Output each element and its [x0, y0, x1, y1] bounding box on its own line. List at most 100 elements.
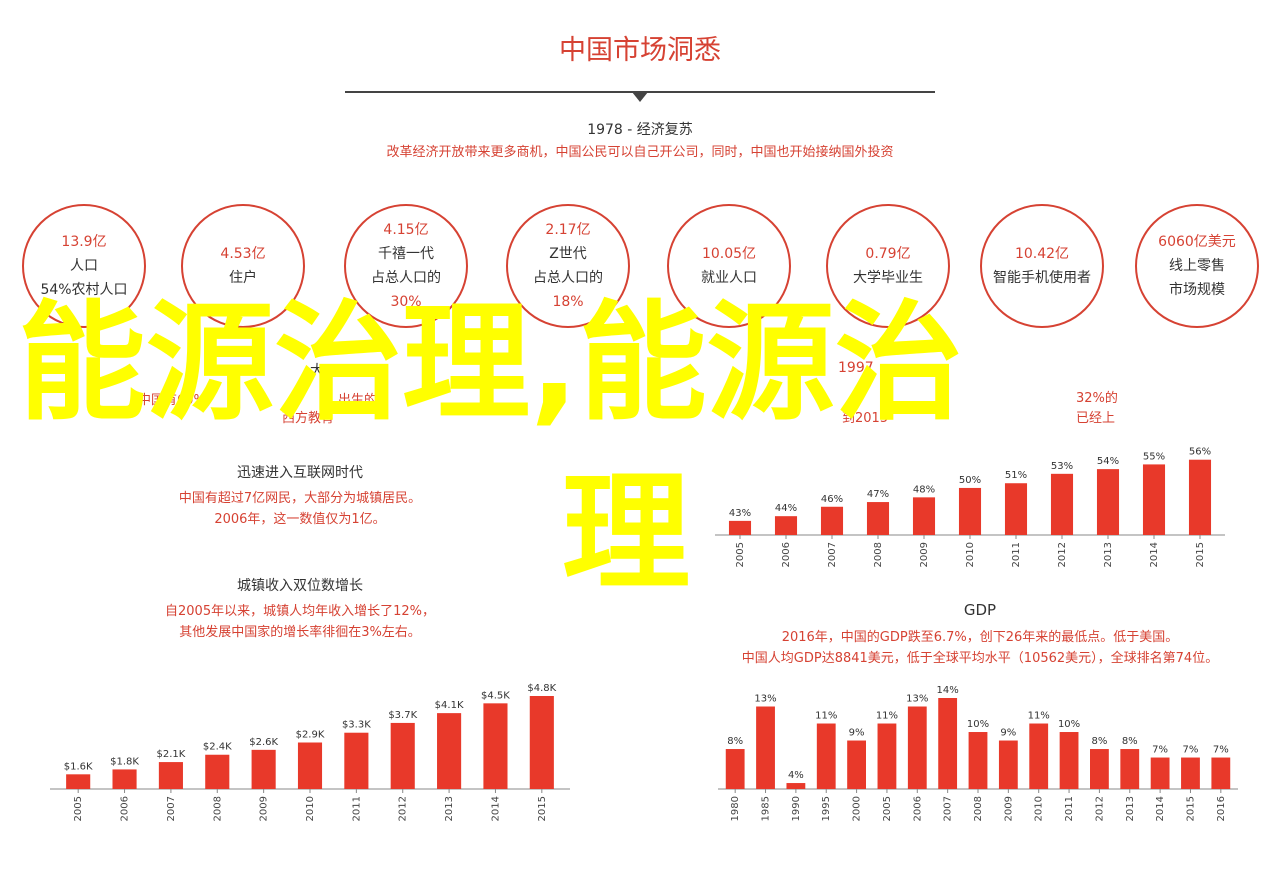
section-1978-heading: 1978 - 经济复苏: [587, 122, 693, 138]
x-tick-label: 2009: [919, 542, 930, 567]
section-1978: 1978 - 经济复苏 改革经济开放带来更多商机，中国公民可以自己开公司，同时，…: [0, 119, 1280, 163]
stat-label: 线上零售: [1169, 258, 1225, 274]
stat-label: 大学毕业生: [853, 270, 923, 286]
x-tick-label: 2000: [852, 796, 863, 821]
data-label: 7%: [1183, 745, 1199, 756]
bar: [1050, 473, 1074, 535]
x-tick-label: 2006: [912, 796, 923, 821]
data-label: 9%: [1000, 728, 1016, 739]
internet-bar-chart: 43% 2005 44% 2006 46% 2007 47% 2008 48% 2009 50% 20…: [715, 447, 1225, 567]
data-label: $3.3K: [342, 720, 371, 731]
section-internet-text-1: 中国有超过7亿网民，大部分为城镇居民。: [178, 491, 422, 506]
data-label: 46%: [821, 494, 843, 505]
stat-value: 0.79亿: [865, 246, 911, 262]
section-gdp: GDP 2016年，中国的GDP跌至6.7%，创下26年来的最低点。低于美国。 …: [700, 601, 1260, 669]
data-label: $4.5K: [481, 690, 510, 701]
bar: [205, 754, 230, 789]
x-tick-label: 2007: [943, 796, 954, 821]
stat-value: 6060亿美元: [1158, 234, 1236, 250]
x-tick-label: 2011: [1064, 796, 1075, 821]
data-label: $1.6K: [64, 761, 93, 772]
x-tick-label: 2013: [1125, 796, 1136, 821]
data-label: 10%: [1058, 719, 1080, 730]
bar: [297, 742, 323, 789]
gdp-bar-chart: 8% 1980 13% 1985 4% 1990 11% 1995 9% 2000 11% 2005 1…: [718, 685, 1238, 821]
bar: [968, 732, 988, 789]
stat-label: 智能手机使用者: [993, 270, 1091, 286]
x-tick-label: 2016: [1216, 796, 1227, 821]
bar: [437, 713, 462, 789]
stat-value: 4.53亿: [220, 246, 266, 262]
data-label: 7%: [1213, 745, 1229, 756]
section-income-text-1: 自2005年以来，城镇人均年收入增长了12%，: [165, 604, 435, 619]
x-tick-label: 1985: [761, 796, 772, 821]
x-tick-label: 2012: [1094, 796, 1105, 821]
stat-circle-online-retail: 6060亿美元 线上零售 市场规模: [1135, 204, 1259, 328]
section-gdp-heading: GDP: [963, 601, 997, 619]
bar: [877, 723, 897, 789]
bar: [958, 487, 982, 535]
stat-label: 住户: [229, 270, 257, 286]
stat-label: 占总人口的: [371, 270, 441, 286]
bar: [756, 706, 775, 789]
partial-heading-right: 1997: [838, 360, 874, 376]
bar: [1059, 732, 1079, 789]
data-label: $3.7K: [388, 710, 417, 721]
bar: [938, 698, 958, 789]
partial-text-right-2: 32%的: [1076, 391, 1118, 406]
x-tick-label: 2010: [305, 796, 316, 821]
data-label: $4.8K: [527, 683, 556, 694]
stat-label: 30%: [390, 294, 422, 310]
stat-value: 13.9亿: [61, 234, 107, 250]
data-label: $2.4K: [203, 742, 232, 753]
bar: [1142, 464, 1166, 535]
data-label: $2.1K: [156, 749, 185, 760]
section-income: 城镇收入双位数增长 自2005年以来，城镇人均年收入增长了12%， 其他发展中国…: [100, 575, 500, 643]
x-tick-label: 2011: [351, 796, 362, 821]
x-tick-label: 2006: [781, 542, 792, 567]
x-tick-label: 2005: [882, 796, 893, 821]
data-label: 48%: [913, 484, 935, 495]
overlay-watermark-text: 能源治理,能源治: [18, 289, 963, 438]
bar: [1211, 757, 1231, 789]
data-label: 55%: [1143, 451, 1165, 462]
stat-label: 人口: [70, 258, 98, 274]
section-1978-text: 改革经济开放带来更多商机，中国公民可以自己开公司，同时，中国也开始接纳国外投资: [386, 145, 894, 160]
income-bar-chart: $1.6K 2005 $1.8K 2006 $2.1K 2007 $2.4K 2008 $2.6…: [50, 683, 570, 821]
stat-label: 54%农村人口: [40, 282, 128, 298]
partial-heading-left: 大: [310, 363, 324, 379]
stat-value: 10.05亿: [701, 246, 757, 262]
stat-label: 就业人口: [701, 270, 757, 286]
bar: [529, 696, 554, 789]
divider-arrow-icon: [632, 92, 648, 102]
bar: [1188, 459, 1212, 535]
bar: [774, 516, 798, 535]
x-tick-label: 1980: [730, 796, 741, 821]
partial-text-left-2: 西方教育: [282, 411, 335, 426]
bar: [483, 703, 508, 789]
x-tick-label: 2012: [398, 796, 409, 821]
data-label: 9%: [849, 728, 865, 739]
x-tick-label: 2006: [120, 796, 131, 821]
section-internet: 迅速进入互联网时代 中国有超过7亿网民，大部分为城镇居民。 2006年，这一数值…: [150, 462, 450, 530]
data-label: $2.6K: [249, 737, 278, 748]
x-tick-label: 2015: [1195, 542, 1206, 567]
data-label: 4%: [788, 770, 804, 781]
bar: [158, 762, 183, 789]
x-tick-label: 2007: [166, 796, 177, 821]
data-label: 14%: [937, 685, 959, 696]
x-tick-label: 2005: [735, 542, 746, 567]
x-tick-label: 2009: [259, 796, 270, 821]
stat-circle-population: 13.9亿 人口 54%农村人口: [22, 204, 146, 328]
data-label: 8%: [727, 736, 743, 747]
data-label: 54%: [1097, 456, 1119, 467]
stat-label: 市场规模: [1169, 282, 1225, 298]
stat-value: 4.15亿: [383, 222, 429, 238]
data-label: 7%: [1152, 745, 1168, 756]
x-tick-label: 1990: [791, 796, 802, 821]
bar: [847, 740, 866, 789]
bar: [725, 749, 745, 789]
x-tick-label: 1995: [821, 796, 832, 821]
data-label: 44%: [775, 503, 797, 514]
stat-circle-households: 4.53亿 住户: [181, 204, 305, 328]
